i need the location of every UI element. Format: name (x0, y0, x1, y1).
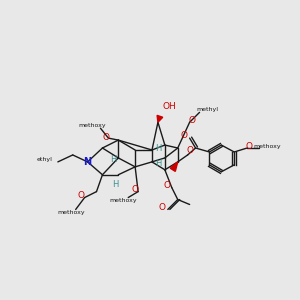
Text: H: H (112, 180, 119, 189)
Text: H: H (110, 155, 116, 164)
Text: ethyl: ethyl (37, 158, 53, 162)
Text: O: O (180, 130, 187, 140)
Polygon shape (170, 162, 178, 171)
Text: H: H (155, 143, 161, 152)
Text: O: O (132, 185, 139, 194)
Text: methyl: methyl (196, 107, 218, 112)
Text: methoxy: methoxy (57, 210, 85, 215)
Text: O: O (246, 142, 253, 151)
Text: O: O (158, 203, 165, 212)
Polygon shape (157, 116, 163, 122)
Text: methoxy: methoxy (253, 143, 281, 148)
Text: N: N (83, 157, 92, 167)
Text: O: O (103, 133, 110, 142)
Text: O: O (163, 181, 170, 190)
Text: methoxy: methoxy (110, 198, 137, 203)
Text: OH: OH (163, 102, 177, 111)
Text: O: O (188, 116, 195, 125)
Text: O: O (77, 191, 84, 200)
Text: O: O (186, 146, 193, 155)
Text: methoxy: methoxy (79, 123, 106, 128)
Text: H: H (155, 159, 161, 168)
